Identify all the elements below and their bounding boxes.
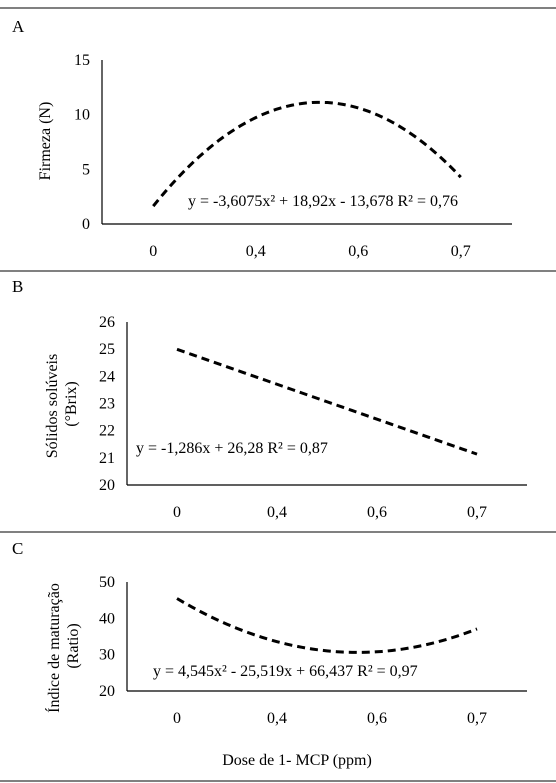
y-tick-label: 20 [99, 683, 115, 700]
y-tick-label: 25 [99, 341, 115, 358]
y-axis-title: Índice de maturação (Ratio) [44, 579, 82, 713]
x-axis-title: Dose de 1- MCP (ppm) [222, 752, 372, 769]
y-axis-title-line1: Sólidos solúveis [44, 354, 61, 458]
panel-label: B [12, 277, 23, 296]
y-tick-label: 21 [99, 450, 115, 467]
panel-c: C Índice de maturação (Ratio) 20 30 40 50 0 0… [12, 539, 527, 727]
x-tick-label: 0,4 [246, 243, 266, 260]
y-axis-title-line2: (Ratio) [65, 623, 82, 668]
y-tick-label: 24 [99, 368, 115, 385]
y-tick-label: 20 [99, 477, 115, 494]
plot-area: 20 21 22 23 24 25 26 0 0,4 0,6 0,7 [99, 314, 527, 521]
panel-b: B Sólidos solúveis (°Brix) 2021222324252… [12, 277, 527, 521]
x-tick-label: 0,6 [367, 504, 387, 521]
x-tick-label: 0,4 [267, 504, 287, 521]
panel-label: A [12, 17, 25, 36]
x-tick-label: 0,6 [348, 243, 368, 260]
panel-a: A Firmeza (N) 0 5 10 15 0 0,4 0,6 0,7 y = -3,60… [12, 17, 512, 260]
trend-line [152, 100, 462, 208]
x-tick-label: 0,7 [451, 243, 471, 260]
y-axis-title-line1: Índice de maturação [44, 583, 63, 713]
y-tick-label: 22 [99, 423, 115, 440]
x-tick-label: 0 [173, 710, 181, 727]
trend-line [176, 347, 478, 456]
y-tick-label: 26 [99, 314, 115, 331]
panel-label: C [12, 539, 23, 558]
trend-equation: y = -3,6075x² + 18,92x - 13,678 R² = 0,7… [188, 193, 458, 210]
y-tick-label: 40 [99, 610, 115, 627]
y-tick-label: 0 [82, 216, 90, 233]
y-tick-label: 30 [99, 647, 115, 664]
y-axis-title: Firmeza (N) [37, 102, 54, 181]
y-tick-label: 15 [74, 52, 90, 69]
plot-area: 0 5 10 15 0 0,4 0,6 0,7 [74, 52, 512, 260]
x-tick-label: 0,6 [367, 710, 387, 727]
y-tick-label: 10 [74, 107, 90, 124]
trend-line [176, 597, 478, 654]
x-tick-label: 0,7 [467, 710, 487, 727]
y-axis-title-line2: (°Brix) [63, 381, 80, 427]
x-tick-label: 0 [173, 504, 181, 521]
x-tick-label: 0 [149, 243, 157, 260]
trend-equation: y = 4,545x² - 25,519x + 66,437 R² = 0,97 [153, 663, 418, 680]
plot-area: 20 30 40 50 0 0,4 0,6 0,7 [99, 574, 527, 727]
y-tick-label: 23 [99, 396, 115, 413]
y-tick-label: 50 [99, 574, 115, 591]
trend-equation: y = -1,286x + 26,28 R² = 0,87 [136, 440, 328, 457]
y-tick-label: 5 [82, 161, 90, 178]
x-tick-label: 0,7 [467, 504, 487, 521]
y-axis-title: Sólidos solúveis (°Brix) [44, 350, 80, 458]
x-tick-label: 0,4 [267, 710, 287, 727]
